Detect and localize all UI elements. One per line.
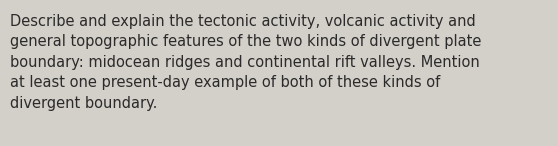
Text: Describe and explain the tectonic activity, volcanic activity and
general topogr: Describe and explain the tectonic activi…	[10, 14, 482, 111]
